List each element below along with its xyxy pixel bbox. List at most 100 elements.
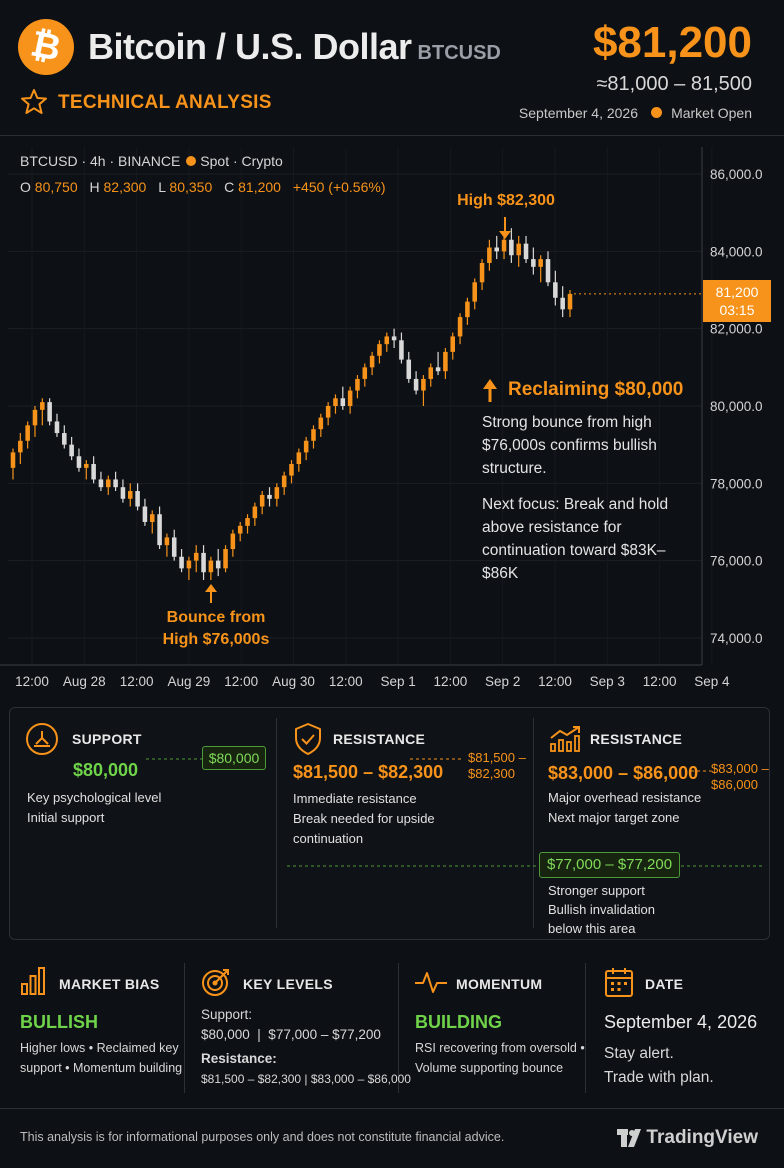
candle-body: [179, 556, 184, 569]
candle[interactable]: [399, 332, 404, 364]
candle[interactable]: [120, 479, 126, 503]
candle[interactable]: [223, 545, 228, 573]
candle[interactable]: [340, 386, 346, 410]
candle[interactable]: [465, 297, 470, 325]
candle[interactable]: [509, 228, 514, 263]
market-status-dot-icon: [651, 107, 662, 118]
candle[interactable]: [215, 549, 221, 577]
candle[interactable]: [494, 235, 499, 260]
candle-body: [106, 479, 111, 488]
candle[interactable]: [296, 448, 302, 472]
summary-divider: [585, 963, 586, 1093]
candle[interactable]: [538, 255, 543, 283]
candle[interactable]: [171, 529, 177, 561]
candle[interactable]: [516, 235, 521, 267]
candle[interactable]: [252, 502, 258, 526]
header: ₿ Bitcoin / U.S. Dollar BTCUSD TECHNICAL …: [0, 0, 784, 136]
candle[interactable]: [443, 348, 448, 379]
candle[interactable]: [311, 425, 316, 449]
candle[interactable]: [113, 471, 118, 492]
candle[interactable]: [560, 286, 565, 318]
candle[interactable]: [230, 529, 236, 557]
candle[interactable]: [18, 433, 23, 464]
candle[interactable]: [567, 290, 573, 318]
candle[interactable]: [25, 421, 30, 449]
candle[interactable]: [179, 549, 184, 573]
candle[interactable]: [289, 460, 294, 484]
candle[interactable]: [69, 436, 74, 461]
candle[interactable]: [487, 239, 492, 271]
candle[interactable]: [406, 351, 412, 383]
candle[interactable]: [274, 483, 280, 507]
candle[interactable]: [362, 363, 368, 387]
resistance2-title: RESISTANCE: [590, 731, 683, 747]
candle[interactable]: [259, 491, 265, 515]
candle[interactable]: [347, 386, 353, 414]
candle[interactable]: [245, 514, 250, 534]
candle[interactable]: [333, 394, 338, 414]
candle-body: [413, 378, 419, 391]
candle[interactable]: [523, 235, 529, 263]
candle[interactable]: [157, 506, 162, 550]
candle[interactable]: [186, 556, 192, 580]
candle-body: [76, 456, 82, 468]
candle[interactable]: [384, 332, 390, 352]
candle[interactable]: [377, 340, 382, 364]
tradingview-brand[interactable]: TradingView: [646, 1127, 758, 1148]
candle[interactable]: [369, 351, 375, 376]
candle-body: [164, 537, 170, 546]
levels-panel: SUPPORT $80,000 $80,000 Key psychologica…: [9, 707, 770, 940]
candle[interactable]: [84, 460, 89, 480]
candle[interactable]: [531, 247, 536, 275]
candle-body: [428, 367, 434, 379]
candle[interactable]: [421, 375, 426, 406]
candle[interactable]: [135, 483, 140, 511]
candle[interactable]: [164, 533, 170, 557]
key-support-label: Support:: [201, 1007, 253, 1022]
candle[interactable]: [91, 456, 96, 484]
candle[interactable]: [472, 278, 477, 310]
price-chart[interactable]: 86,000.0 84,000.0 82,000.0 80,000.0 78,000.0…: [0, 137, 784, 697]
candle[interactable]: [62, 425, 67, 449]
candle[interactable]: [10, 448, 16, 480]
candle[interactable]: [318, 413, 324, 437]
candle[interactable]: [47, 398, 52, 426]
footer: This analysis is for informational purpo…: [0, 1108, 784, 1168]
candle[interactable]: [201, 545, 206, 580]
candle[interactable]: [450, 332, 456, 360]
candle[interactable]: [149, 510, 155, 534]
candle[interactable]: [193, 545, 199, 573]
candle[interactable]: [267, 487, 272, 507]
resistance2-desc: Major overhead resistance Next major targ…: [548, 790, 702, 825]
candle[interactable]: [106, 475, 111, 495]
candle[interactable]: [98, 471, 104, 492]
candle[interactable]: [40, 398, 45, 426]
candle[interactable]: [208, 556, 214, 580]
candle[interactable]: [479, 259, 485, 291]
candlestick-chart[interactable]: 86,000.0 84,000.0 82,000.0 80,000.0 78,000.0…: [0, 137, 784, 697]
candle[interactable]: [303, 436, 309, 461]
chart-axes: 86,000.0 84,000.0 82,000.0 80,000.0 78,000.0…: [0, 147, 763, 689]
candle[interactable]: [457, 313, 463, 345]
candle-body: [289, 463, 294, 476]
candle[interactable]: [237, 521, 243, 542]
candle[interactable]: [32, 406, 38, 437]
candle-body: [54, 421, 60, 434]
candle[interactable]: [553, 270, 558, 306]
candle[interactable]: [54, 413, 60, 437]
candle[interactable]: [76, 448, 82, 472]
candle[interactable]: [545, 251, 551, 287]
candle[interactable]: [281, 471, 287, 495]
candle[interactable]: [355, 375, 360, 399]
candle[interactable]: [391, 328, 397, 349]
candle[interactable]: [127, 483, 133, 507]
tradingview-logo-icon[interactable]: [616, 1127, 642, 1149]
candle[interactable]: [435, 351, 441, 376]
candle[interactable]: [142, 498, 148, 526]
candle-body: [252, 506, 258, 519]
candle[interactable]: [325, 402, 331, 426]
candle-body: [435, 367, 441, 372]
candle[interactable]: [428, 363, 434, 387]
bounce-arrow-head-icon: [205, 584, 217, 592]
candle[interactable]: [413, 371, 419, 395]
